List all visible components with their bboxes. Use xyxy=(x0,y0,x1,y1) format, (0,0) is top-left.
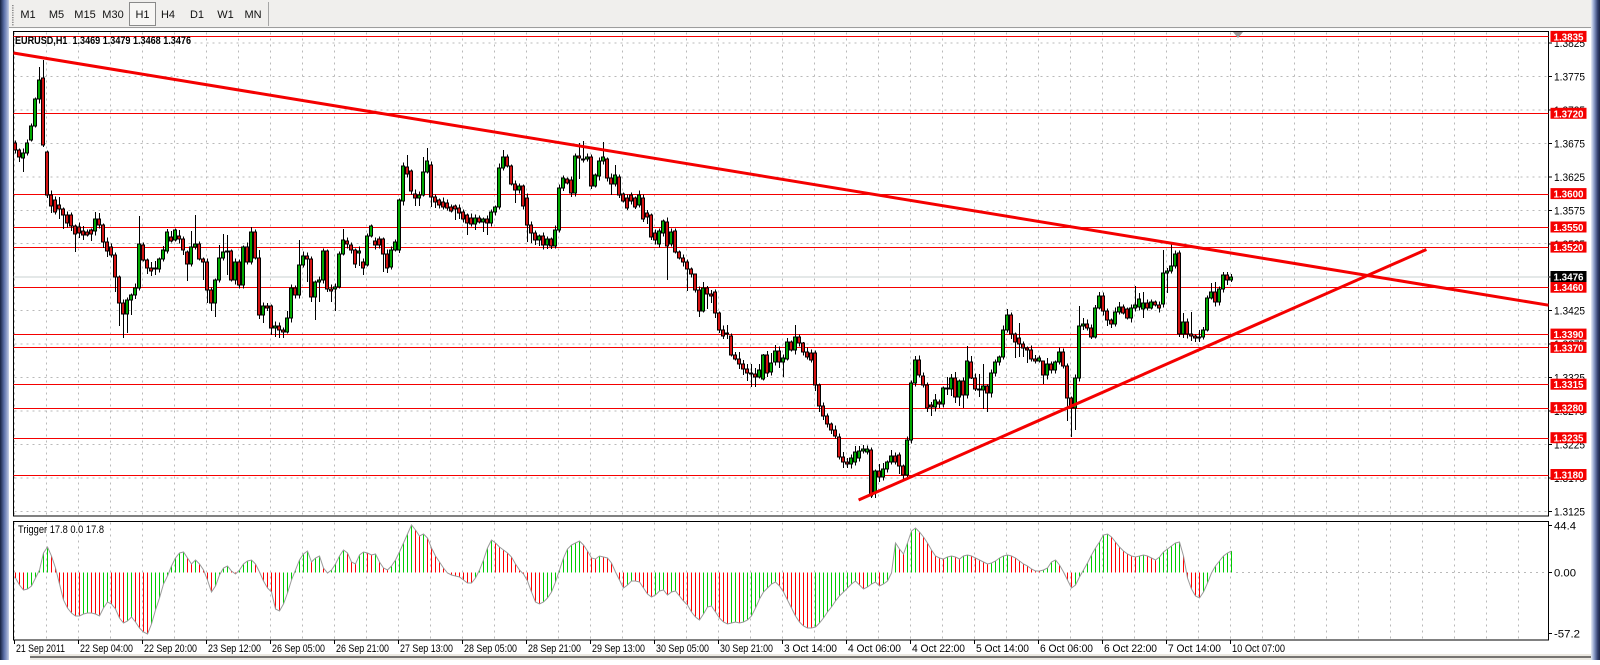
svg-text:21 Sep 2011: 21 Sep 2011 xyxy=(16,643,65,655)
svg-text:1.3390: 1.3390 xyxy=(1554,329,1584,341)
svg-text:44.4: 44.4 xyxy=(1554,521,1576,533)
svg-text:1.3575: 1.3575 xyxy=(1554,205,1585,217)
svg-text:28 Sep 05:00: 28 Sep 05:00 xyxy=(464,643,517,655)
svg-text:Trigger 17.8 0.0 17.8: Trigger 17.8 0.0 17.8 xyxy=(18,524,104,536)
svg-text:W1: W1 xyxy=(217,9,234,21)
svg-text:22 Sep 20:00: 22 Sep 20:00 xyxy=(144,643,197,655)
svg-text:1.3600: 1.3600 xyxy=(1554,189,1584,201)
svg-text:1.3370: 1.3370 xyxy=(1554,342,1584,354)
svg-text:1.3520: 1.3520 xyxy=(1554,242,1584,254)
svg-text:1.3280: 1.3280 xyxy=(1554,403,1584,415)
svg-text:4 Oct 22:00: 4 Oct 22:00 xyxy=(912,643,965,655)
svg-text:5 Oct 14:00: 5 Oct 14:00 xyxy=(976,643,1029,655)
svg-text:D1: D1 xyxy=(190,9,204,21)
svg-text:3 Oct 14:00: 3 Oct 14:00 xyxy=(784,643,837,655)
svg-text:10 Oct 07:00: 10 Oct 07:00 xyxy=(1232,643,1285,655)
svg-text:1.3720: 1.3720 xyxy=(1554,108,1584,120)
svg-text:1.3835: 1.3835 xyxy=(1554,31,1584,43)
svg-text:1.3125: 1.3125 xyxy=(1554,506,1585,518)
svg-text:23 Sep 12:00: 23 Sep 12:00 xyxy=(208,643,261,655)
svg-text:-57.2: -57.2 xyxy=(1554,629,1580,641)
svg-text:30 Sep 05:00: 30 Sep 05:00 xyxy=(656,643,709,655)
svg-text:1.3180: 1.3180 xyxy=(1554,470,1584,482)
svg-text:H4: H4 xyxy=(161,9,175,21)
svg-text:1.3775: 1.3775 xyxy=(1554,72,1585,84)
svg-text:1.3315: 1.3315 xyxy=(1554,379,1584,391)
svg-text:27 Sep 13:00: 27 Sep 13:00 xyxy=(400,643,453,655)
svg-text:M30: M30 xyxy=(102,9,123,21)
svg-text:6 Oct 06:00: 6 Oct 06:00 xyxy=(1040,643,1093,655)
svg-text:22 Sep 04:00: 22 Sep 04:00 xyxy=(80,643,133,655)
svg-text:26 Sep 05:00: 26 Sep 05:00 xyxy=(272,643,325,655)
svg-text:30 Sep 21:00: 30 Sep 21:00 xyxy=(720,643,773,655)
svg-text:1.3675: 1.3675 xyxy=(1554,138,1585,150)
svg-text:4 Oct 06:00: 4 Oct 06:00 xyxy=(848,643,901,655)
svg-text:H1: H1 xyxy=(135,9,149,21)
svg-text:7 Oct 14:00: 7 Oct 14:00 xyxy=(1168,643,1221,655)
svg-text:6 Oct 22:00: 6 Oct 22:00 xyxy=(1104,643,1157,655)
svg-text:1.3460: 1.3460 xyxy=(1554,282,1584,294)
svg-text:M5: M5 xyxy=(49,9,64,21)
svg-text:1.3235: 1.3235 xyxy=(1554,433,1584,445)
svg-text:1.3625: 1.3625 xyxy=(1554,172,1585,184)
svg-text:1.3476: 1.3476 xyxy=(1554,272,1584,284)
svg-text:28 Sep 21:00: 28 Sep 21:00 xyxy=(528,643,581,655)
svg-text:0.00: 0.00 xyxy=(1554,568,1576,580)
svg-text:1.3425: 1.3425 xyxy=(1554,306,1585,318)
svg-text:1.3550: 1.3550 xyxy=(1554,222,1584,234)
svg-text:EURUSD,H1 1.3469 1.3479 1.346: EURUSD,H1 1.3469 1.3479 1.3468 1.3476 xyxy=(15,35,191,47)
svg-text:M1: M1 xyxy=(20,9,35,21)
svg-text:M15: M15 xyxy=(74,9,95,21)
svg-text:29 Sep 13:00: 29 Sep 13:00 xyxy=(592,643,645,655)
svg-text:MN: MN xyxy=(244,9,261,21)
svg-text:26 Sep 21:00: 26 Sep 21:00 xyxy=(336,643,389,655)
